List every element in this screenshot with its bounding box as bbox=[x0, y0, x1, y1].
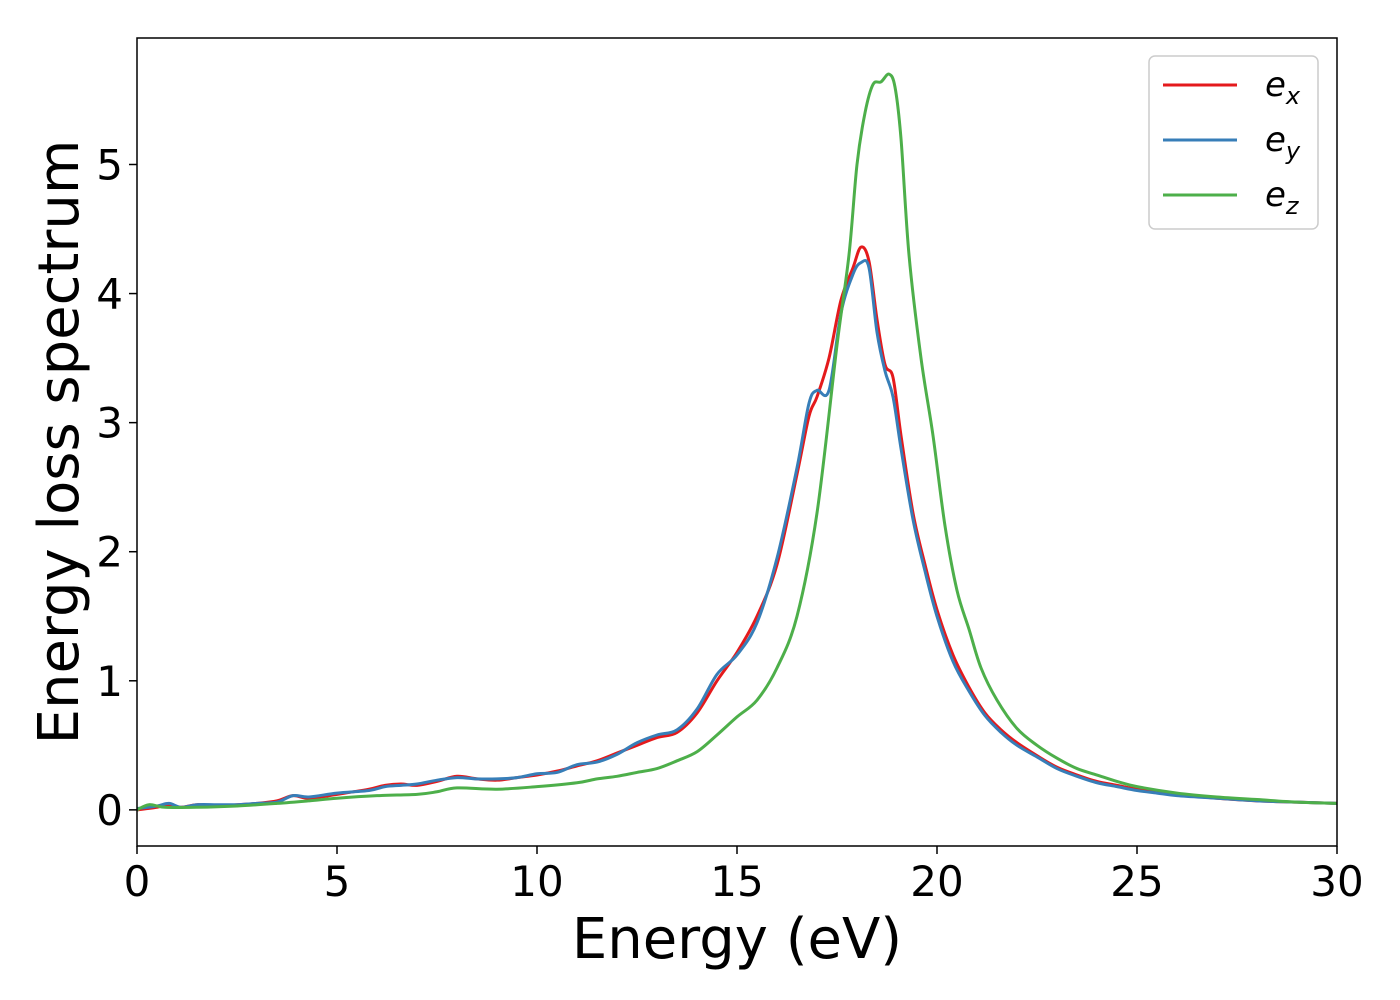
x-tick-label: 15 bbox=[710, 857, 763, 906]
x-tick-label: 20 bbox=[910, 857, 963, 906]
series-line-y bbox=[137, 258, 1337, 811]
y-tick-label: 3 bbox=[96, 399, 123, 448]
y-tick-label: 2 bbox=[96, 528, 123, 577]
legend: ex ey ez bbox=[1148, 55, 1319, 230]
legend-label-z: ez bbox=[1265, 175, 1300, 220]
x-tick-label: 5 bbox=[324, 857, 351, 906]
x-tick-label: 10 bbox=[510, 857, 563, 906]
series-line-x bbox=[137, 245, 1337, 812]
x-tick-label: 25 bbox=[1110, 857, 1163, 906]
legend-box bbox=[1148, 55, 1319, 230]
y-axis-label: Energy loss spectrum bbox=[27, 140, 92, 745]
x-tick-label: 30 bbox=[1310, 857, 1363, 906]
y-axis: 0 1 2 3 4 5 bbox=[96, 140, 137, 835]
y-tick-label: 5 bbox=[96, 140, 123, 189]
series-line-z bbox=[137, 72, 1337, 812]
y-tick-label: 1 bbox=[96, 657, 123, 706]
x-axis: 0 5 10 15 20 25 30 bbox=[124, 846, 1364, 906]
x-axis-label: Energy (eV) bbox=[572, 907, 902, 972]
y-tick-label: 0 bbox=[96, 786, 123, 835]
y-tick-label: 4 bbox=[96, 270, 123, 319]
legend-label-y: ey bbox=[1265, 120, 1301, 165]
legend-label-x: ex bbox=[1265, 65, 1301, 110]
x-tick-label: 0 bbox=[124, 857, 151, 906]
